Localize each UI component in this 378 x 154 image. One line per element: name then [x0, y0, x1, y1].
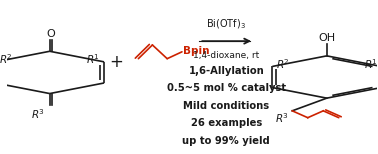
- Text: $R^2$: $R^2$: [276, 57, 290, 71]
- Text: $R^3$: $R^3$: [31, 107, 45, 121]
- Text: +: +: [109, 53, 123, 71]
- Text: $R^2$: $R^2$: [0, 52, 13, 66]
- Text: 1,4-dioxane, rt: 1,4-dioxane, rt: [193, 51, 259, 60]
- Text: 1,6-Allylation: 1,6-Allylation: [188, 66, 264, 76]
- Text: OH: OH: [318, 33, 335, 43]
- Text: Bpin: Bpin: [183, 46, 210, 56]
- Text: up to 99% yield: up to 99% yield: [183, 136, 270, 146]
- Text: Mild conditions: Mild conditions: [183, 101, 270, 111]
- Text: 0.5~5 mol % catalyst: 0.5~5 mol % catalyst: [167, 83, 286, 93]
- Text: O: O: [46, 29, 55, 39]
- Text: $R^1$: $R^1$: [87, 52, 101, 66]
- Text: $R^3$: $R^3$: [275, 112, 289, 125]
- Text: Bi(OTf)$_3$: Bi(OTf)$_3$: [206, 18, 246, 31]
- Text: 26 examples: 26 examples: [191, 118, 262, 128]
- Text: $R^1$: $R^1$: [364, 57, 378, 71]
